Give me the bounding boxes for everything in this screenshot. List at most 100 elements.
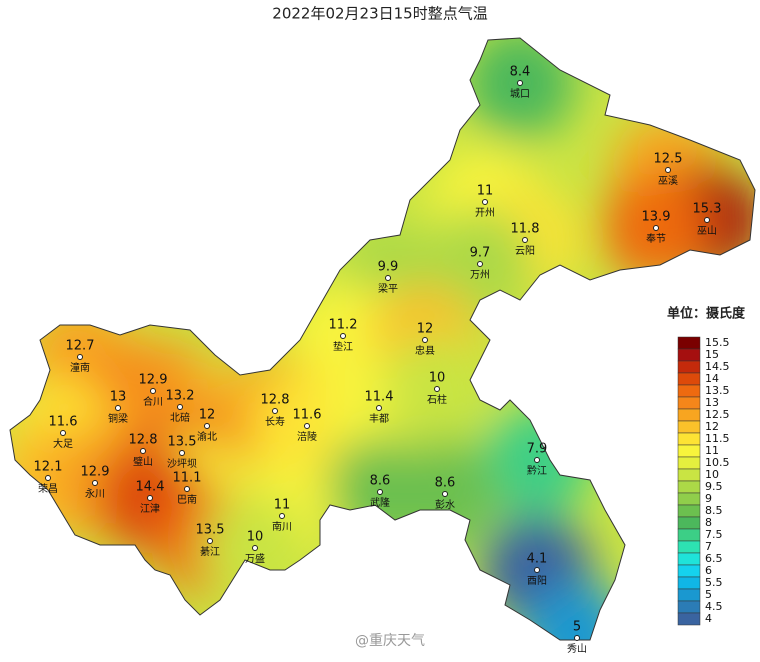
- station-dot: [140, 448, 146, 454]
- legend-swatch: [677, 540, 701, 554]
- station-name: 彭水: [435, 498, 455, 511]
- station-value: 12.5: [654, 152, 683, 167]
- station-value: 11.6: [293, 408, 322, 423]
- legend-swatch: [677, 600, 701, 614]
- station-dot: [45, 475, 51, 481]
- legend-swatch: [677, 384, 701, 398]
- station-name: 巫山: [697, 225, 717, 237]
- station-dot: [147, 495, 153, 501]
- legend-swatch: [677, 456, 701, 470]
- station-name: 沙坪坝: [167, 457, 197, 470]
- legend-label: 5.5: [705, 576, 723, 589]
- heat-blobs: [10, 38, 755, 640]
- station-name: 北碚: [170, 411, 190, 424]
- station-name: 忠县: [415, 345, 435, 357]
- station-name: 黔江: [527, 464, 547, 477]
- legend-swatch: [677, 372, 701, 386]
- station-dot: [653, 225, 659, 231]
- station-value: 4.1: [527, 552, 548, 567]
- station-value: 10: [429, 371, 446, 386]
- station-dot: [92, 480, 98, 486]
- station-name: 垫江: [333, 340, 353, 353]
- station-dot: [574, 635, 580, 641]
- station-value: 11.4: [365, 390, 394, 405]
- station-dot: [422, 337, 428, 343]
- station-value: 12.7: [66, 339, 95, 354]
- station-value: 12.9: [81, 465, 110, 480]
- station-dot: [60, 430, 66, 436]
- station-dot: [77, 354, 83, 360]
- legend-swatch: [677, 468, 701, 482]
- station-dot: [204, 423, 210, 429]
- station-value: 12.9: [139, 373, 168, 388]
- legend-label: 13: [705, 396, 719, 409]
- legend-swatch: [677, 336, 701, 350]
- stations: 8.4 城口 12.5 巫溪 11 开州 15.3 巫山 13.9 奉节 11.8 云阳 9.7 万州 9.…: [34, 65, 722, 656]
- station-value: 11.1: [173, 471, 202, 486]
- station-dot: [207, 538, 213, 544]
- station-value: 12.8: [261, 393, 290, 408]
- station-name: 渝北: [197, 430, 217, 443]
- station-value: 11: [274, 498, 291, 513]
- legend-label: 8.5: [705, 504, 723, 517]
- station-name: 巴南: [177, 493, 197, 506]
- station-dot: [376, 405, 382, 411]
- station-value: 13: [110, 390, 127, 405]
- station-dot: [477, 261, 483, 267]
- station-value: 14.4: [136, 480, 165, 495]
- station-value: 12.8: [129, 433, 158, 448]
- legend-swatch: [677, 576, 701, 590]
- legend-label: 10.5: [705, 456, 730, 469]
- station-dot: [385, 275, 391, 281]
- station-dot: [340, 333, 346, 339]
- station-value: 12.1: [34, 460, 63, 475]
- map-title: 2022年02月23日15时整点气温: [272, 5, 487, 23]
- legend-swatch: [677, 408, 701, 422]
- station-name: 云阳: [515, 245, 535, 257]
- legend-label: 15: [705, 348, 719, 361]
- station-value: 11.2: [329, 318, 358, 333]
- station-name: 梁平: [378, 282, 398, 295]
- legend-title: 单位：摄氏度: [667, 306, 746, 322]
- station-name: 奉节: [646, 232, 666, 245]
- station-dot: [252, 545, 258, 551]
- station-name: 万州: [470, 269, 490, 281]
- station-value: 12: [199, 408, 216, 423]
- station-value: 9.7: [470, 246, 491, 261]
- station-dot: [442, 491, 448, 497]
- station-value: 8.6: [435, 476, 456, 491]
- station-name: 开州: [475, 207, 495, 219]
- station-dot: [434, 386, 440, 392]
- station-dot: [179, 450, 185, 456]
- station-name: 铜梁: [108, 412, 128, 425]
- station-dot: [534, 457, 540, 463]
- legend-label: 4.5: [705, 600, 723, 613]
- legend-swatch: [677, 480, 701, 494]
- legend: 15.51514.51413.51312.51211.51110.5109.59…: [677, 336, 730, 626]
- legend-label: 14: [705, 372, 719, 385]
- legend-label: 14.5: [705, 360, 730, 373]
- station-value: 11.6: [49, 415, 78, 430]
- legend-label: 7: [705, 540, 712, 553]
- legend-swatch: [677, 396, 701, 410]
- station-name: 大足: [53, 437, 73, 450]
- station-value: 13.5: [196, 523, 225, 538]
- legend-swatch: [677, 492, 701, 506]
- legend-swatch: [677, 420, 701, 434]
- legend-swatch: [677, 516, 701, 530]
- legend-swatch: [677, 444, 701, 458]
- station-dot: [304, 423, 310, 429]
- legend-label: 4: [705, 612, 712, 625]
- legend-label: 11.5: [705, 432, 730, 445]
- legend-label: 11: [705, 444, 719, 457]
- station-name: 巫溪: [658, 175, 678, 187]
- station-value: 9.9: [378, 260, 399, 275]
- station-value: 15.3: [693, 202, 722, 217]
- station-value: 8.4: [510, 65, 531, 80]
- station-name: 璧山: [133, 455, 153, 468]
- legend-swatch: [677, 552, 701, 566]
- legend-label: 9.5: [705, 480, 723, 493]
- legend-label: 10: [705, 468, 719, 481]
